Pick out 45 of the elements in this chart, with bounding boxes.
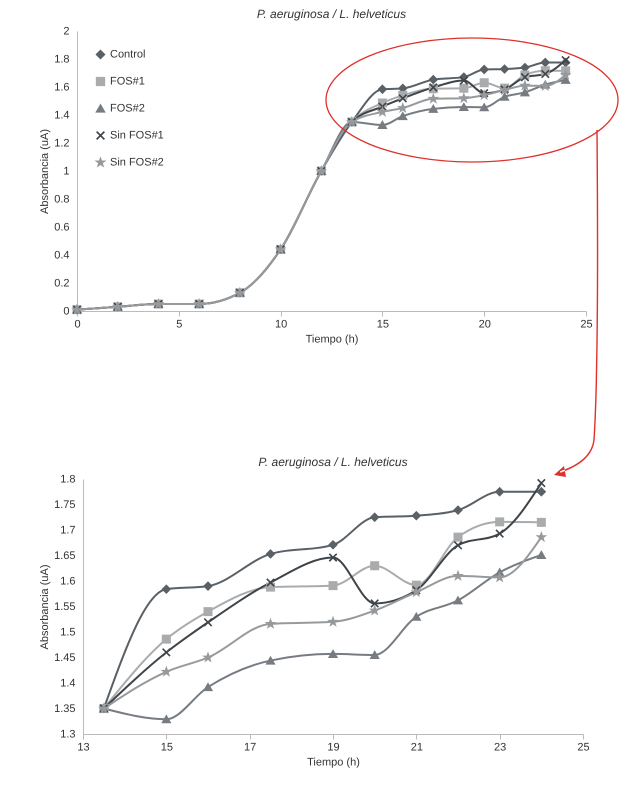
x-tick-label: 13 [77, 742, 90, 754]
y-tick-label: 1.4 [60, 678, 76, 690]
chart-title: P. aeruginosa / L. helveticus [256, 7, 406, 21]
y-tick-label: 1.6 [60, 576, 76, 588]
y-tick-label: 0 [63, 306, 70, 318]
y-tick-label: 0.2 [54, 278, 70, 290]
y-tick-label: 1.45 [54, 652, 76, 664]
y-tick-label: 1.65 [54, 550, 76, 562]
x-tick-label: 25 [580, 318, 593, 330]
y-tick-label: 1.7 [60, 524, 76, 536]
y-tick-label: 1.4 [54, 110, 70, 122]
y-tick-label: 1.2 [54, 138, 70, 150]
y-tick-label: 1.35 [54, 703, 76, 715]
legend-label: Sin FOS#2 [110, 156, 164, 168]
y-tick-label: 1.8 [60, 474, 76, 486]
x-tick-label: 10 [274, 318, 288, 330]
y-tick-label: 0.8 [54, 194, 70, 206]
y-tick-label: 0.6 [54, 222, 70, 234]
legend-label: Control [110, 48, 146, 60]
x-tick-label: 19 [327, 742, 340, 754]
y-tick-label: 1.6 [54, 82, 70, 94]
y-tick-label: 1.5 [60, 626, 76, 638]
y-tick-label: 2 [63, 26, 70, 38]
y-tick-label: 1.3 [60, 728, 76, 740]
x-tick-label: 21 [410, 742, 423, 754]
chart-title: P. aeruginosa / L. helveticus [258, 455, 408, 469]
y-tick-label: 1.55 [54, 601, 76, 613]
x-tick-label: 15 [376, 318, 390, 330]
x-tick-label: 15 [160, 742, 173, 754]
x-tick-label: 20 [478, 318, 491, 330]
y-tick-label: 1.8 [54, 54, 70, 66]
legend-label: Sin FOS#1 [110, 130, 164, 142]
legend-label: FOS#2 [110, 102, 145, 114]
x-axis-title: Tiempo (h) [307, 756, 360, 768]
x-tick-label: 23 [494, 742, 506, 754]
y-axis-title: Absorbancia (uA) [39, 129, 52, 214]
y-axis-title: Absorbancia (uA) [39, 564, 52, 650]
x-tick-label: 5 [176, 318, 182, 330]
x-tick-label: 25 [577, 742, 590, 754]
y-tick-label: 1.75 [54, 499, 76, 511]
x-axis-title: Tiempo (h) [306, 334, 358, 346]
legend-label: FOS#1 [110, 76, 145, 88]
y-tick-label: 0.4 [54, 250, 70, 262]
y-tick-label: 1 [63, 166, 70, 178]
x-tick-label: 17 [244, 742, 256, 754]
